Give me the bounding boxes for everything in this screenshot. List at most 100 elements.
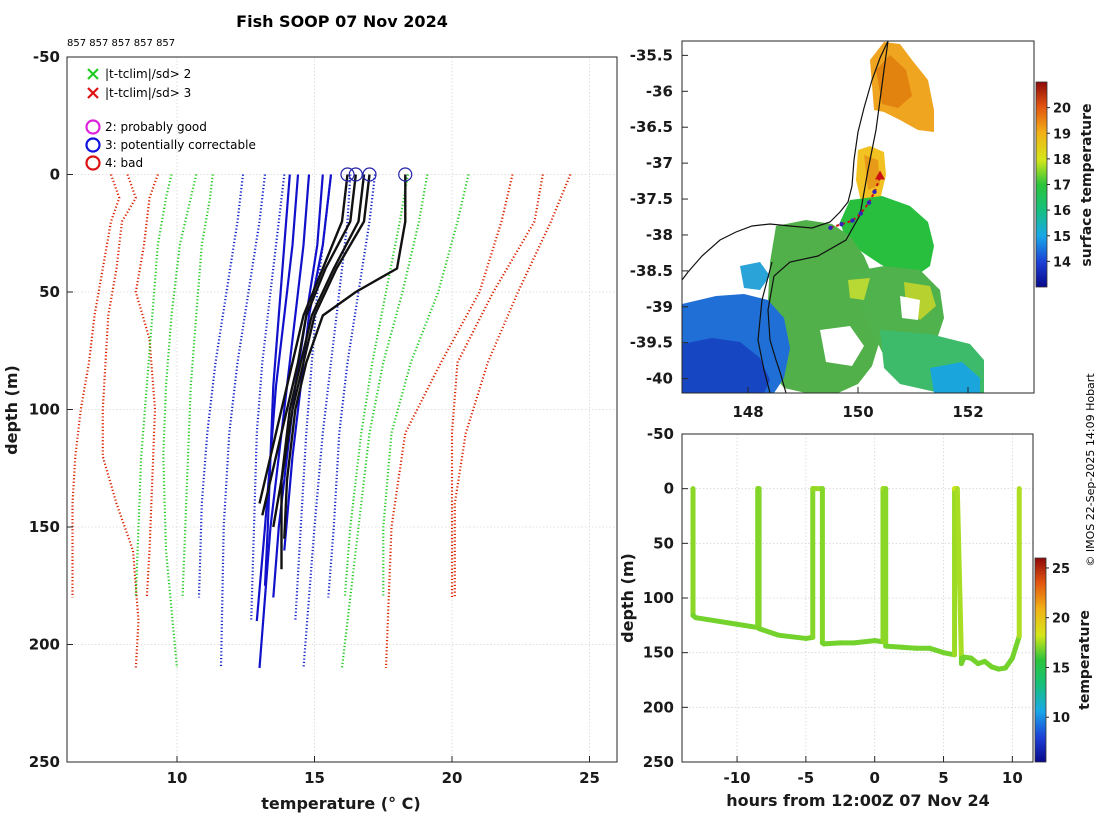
sst-colorbar-tick-label: 17 xyxy=(1053,179,1071,194)
climatology-profile xyxy=(250,174,286,622)
profile-ytick-label: -50 xyxy=(33,48,60,66)
climatology-profile xyxy=(101,174,140,669)
sst-colorbar-tick-label: 15 xyxy=(1053,230,1071,245)
sst-map: 148 150 152 -35.5 -36 -36.5 -37 -37.5 -38 -38.5 -3… xyxy=(630,40,1095,421)
sst-colorbar-tick-label: 18 xyxy=(1053,153,1071,168)
map-ytick-label: -39.5 xyxy=(630,334,673,352)
climatology-profile xyxy=(197,174,245,598)
map-ytick-label: -37 xyxy=(646,154,673,172)
climatology-profile xyxy=(162,174,198,669)
legend-circle-marker xyxy=(85,137,101,153)
profile-ytick-label: 250 xyxy=(29,753,60,771)
profile-xtick-label: 25 xyxy=(579,769,600,787)
climatology-profile xyxy=(302,174,352,669)
temperature-colorbar-tick-label: 10 xyxy=(1052,711,1070,726)
copyright-text: © IMOS 22-Sep-2025 14:09 Hobart xyxy=(1084,373,1097,567)
map-ytick-label: -40 xyxy=(646,370,673,388)
depth-time-segment xyxy=(756,626,781,638)
mean-profile xyxy=(283,174,333,551)
legend-label: 2: probably good xyxy=(105,120,207,134)
observed-profile xyxy=(258,174,349,504)
depth-time-xtick-label: -10 xyxy=(724,769,751,787)
climatology-profile xyxy=(450,174,544,598)
track-direction-arrow xyxy=(875,170,885,180)
depth-time-ytick-label: -50 xyxy=(647,425,674,443)
legend-label: 4: bad xyxy=(105,156,143,170)
xbt-drop-marker xyxy=(850,218,855,223)
profile-xlabel: temperature (° C) xyxy=(261,794,420,813)
profile-ytick-label: 0 xyxy=(50,166,60,184)
depth-time-ytick-label: 50 xyxy=(653,534,674,552)
temperature-colorbar-tick-label: 25 xyxy=(1052,562,1070,577)
depth-time-xtick-label: -5 xyxy=(798,769,815,787)
depth-time-segment xyxy=(954,486,964,661)
surface-qc-marker xyxy=(398,167,413,182)
profile-plot-frame xyxy=(66,56,618,763)
xbt-drop-marker xyxy=(839,221,844,227)
sst-colorbar-tick-label: 19 xyxy=(1053,127,1071,142)
map-ytick-label: -37.5 xyxy=(630,190,673,208)
sst-colorbar-label: surface temperature xyxy=(1079,103,1095,266)
map-xtick-label: 148 xyxy=(732,403,763,421)
depth-time-segment xyxy=(1009,633,1022,661)
observed-profile xyxy=(283,174,407,539)
depth-time-segment xyxy=(883,643,905,650)
surface-qc-marker xyxy=(348,167,363,182)
map-ytick-label: -35.5 xyxy=(630,46,673,64)
climatology-profile xyxy=(294,174,333,622)
temperature-colorbar-label: temperature xyxy=(1077,610,1093,710)
sst-patches xyxy=(682,42,984,393)
depth-time-ytick-label: 0 xyxy=(664,480,674,498)
climatology-profile xyxy=(181,174,214,598)
profile-ytick-label: 200 xyxy=(29,636,60,654)
profile-ytick-label: 150 xyxy=(29,518,60,536)
sst-colorbar-tick-label: 14 xyxy=(1053,255,1071,270)
climatology-profile xyxy=(340,174,429,669)
map-ytick-label: -38 xyxy=(646,226,673,244)
depth-time-segment xyxy=(775,632,809,641)
depth-time-segment xyxy=(713,618,740,627)
profile-counts-label: 857 857 857 857 857 xyxy=(67,38,175,49)
depth-time-ytick-label: 250 xyxy=(643,753,674,771)
depth-time-xtick-label: 5 xyxy=(938,769,948,787)
profile-ylabel: depth (m) xyxy=(2,365,21,455)
coastline xyxy=(682,41,889,393)
profile-xtick-label: 15 xyxy=(304,769,325,787)
xbt-drop-marker xyxy=(858,211,863,216)
profile-xtick-label: 10 xyxy=(167,769,188,787)
depth-time-xlabel: hours from 12:00Z 07 Nov 24 xyxy=(726,791,989,810)
depth-time-ylabel: depth (m) xyxy=(618,553,637,643)
sst-colorbar xyxy=(1035,81,1048,288)
map-ytick-label: -39 xyxy=(646,298,673,316)
profile-legend: |t-tclim|/sd> 2 |t-tclim|/sd> 3 2: probabl… xyxy=(85,67,256,171)
observed-profile xyxy=(280,174,366,570)
legend-label: |t-tclim|/sd> 2 xyxy=(105,67,191,81)
mean-profile xyxy=(255,174,300,622)
map-ytick-label: -38.5 xyxy=(630,262,673,280)
map-ytick-label: -36 xyxy=(646,82,673,100)
sst-colorbar-tick-label: 20 xyxy=(1053,102,1071,117)
depth-time-xtick-label: 10 xyxy=(1002,769,1023,787)
depth-time-segment xyxy=(821,640,843,647)
legend-cross-marker xyxy=(87,68,99,80)
observed-profile xyxy=(261,174,357,516)
depth-time-xtick-label: 0 xyxy=(869,769,879,787)
depth-time-ytick-label: 150 xyxy=(643,644,674,662)
depth-time-ytick-label: 100 xyxy=(643,589,674,607)
temperature-colorbar-tick-label: 20 xyxy=(1052,612,1070,627)
climatology-profile xyxy=(71,174,121,598)
climatology-profile xyxy=(343,174,410,598)
xbt-drop-marker xyxy=(866,200,872,205)
sst-colorbar-tick-label: 16 xyxy=(1053,204,1071,219)
temperature-colorbar xyxy=(1034,557,1047,763)
temperature-colorbar-tick-label: 15 xyxy=(1052,661,1070,676)
depth-time-segment xyxy=(851,638,878,646)
profile-ytick-label: 50 xyxy=(39,283,60,301)
legend-circle-marker xyxy=(85,119,101,135)
profile-plot: 10 15 20 25 -50 0 50 100 150 200 250 temperature (… xyxy=(2,48,618,813)
profile-xtick-label: 20 xyxy=(442,769,463,787)
climatology-profile xyxy=(134,174,173,598)
mean-profile xyxy=(263,174,291,586)
